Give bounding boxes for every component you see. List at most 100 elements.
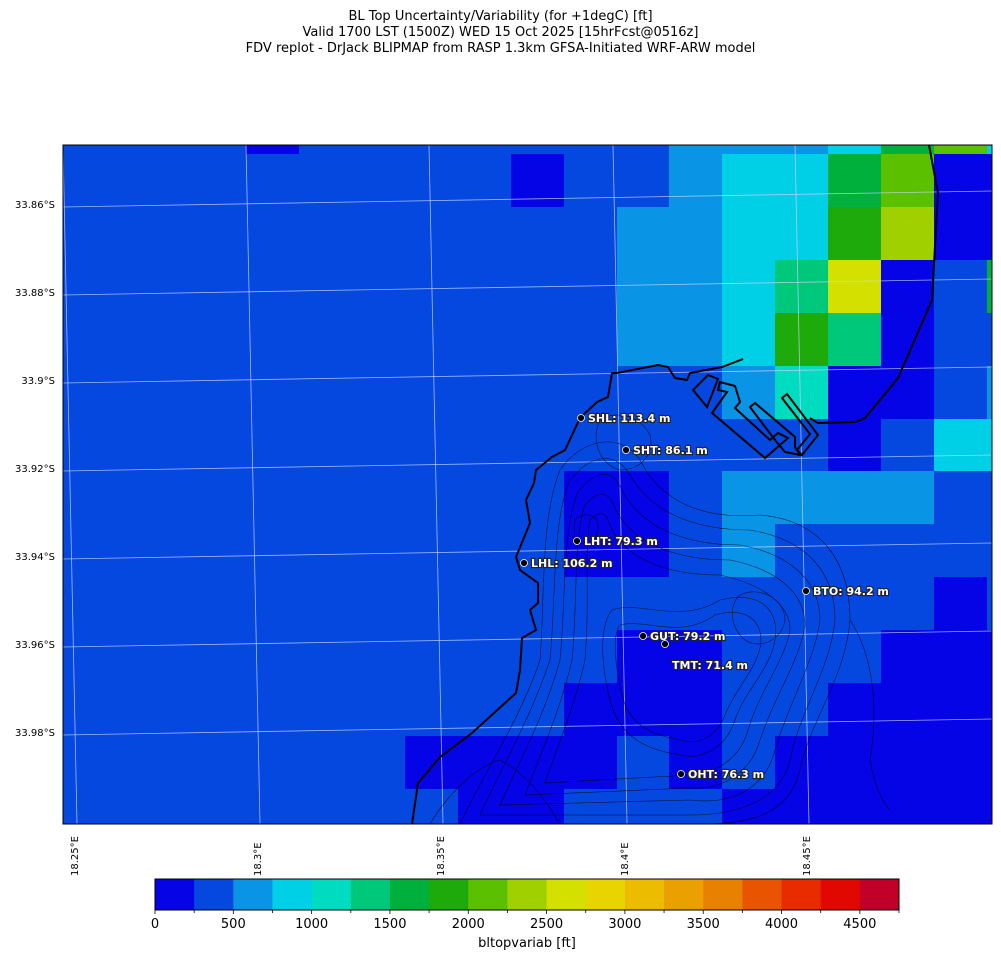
heatmap-cell <box>299 207 353 261</box>
heatmap-cell <box>193 736 247 790</box>
heatmap-cell <box>140 419 194 472</box>
heatmap-cell <box>564 789 618 824</box>
latitude-tick-label: 33.96°S <box>15 640 55 651</box>
heatmap-cell <box>140 683 194 737</box>
heatmap-cell <box>458 471 512 525</box>
heatmap-cell <box>352 419 406 472</box>
colorbar-bin <box>664 879 704 910</box>
heatmap-cell <box>140 471 194 525</box>
heatmap-cell <box>511 419 565 472</box>
heatmap-cell <box>617 260 670 314</box>
graticule <box>63 145 992 824</box>
heatmap-cell <box>299 736 353 790</box>
heatmap-cell <box>193 577 247 631</box>
heatmap-cell <box>669 145 723 155</box>
heatmap-cell <box>63 207 88 261</box>
heatmap-cell <box>617 789 670 824</box>
heatmap-cell <box>352 789 406 824</box>
heatmap-cell <box>617 154 670 208</box>
heatmap-cell <box>193 630 247 684</box>
heatmap-cell <box>881 577 935 631</box>
heatmap-cell <box>140 313 194 367</box>
heatmap-cell <box>193 313 247 367</box>
heatmap-cell <box>299 683 353 737</box>
heatmap-cells <box>63 145 992 824</box>
map-frame <box>62 144 993 825</box>
latitude-gridline <box>63 630 992 648</box>
heatmap-cell <box>775 366 829 420</box>
heatmap-cell <box>511 207 565 261</box>
heatmap-cell <box>87 524 141 578</box>
station-label: LHT: 79.3 m <box>584 535 658 548</box>
station-marker-lht <box>573 537 581 545</box>
heatmap-cell <box>934 683 988 737</box>
latitude-gridline <box>63 454 992 472</box>
latitude-tick-label: 33.92°S <box>15 464 55 475</box>
heatmap-cell <box>458 260 512 314</box>
heatmap-cell <box>140 524 194 578</box>
longitude-tick-label: 18.25°E <box>70 836 81 876</box>
heatmap-cell <box>987 471 992 525</box>
heatmap-cell <box>722 366 776 420</box>
latitude-tick-label: 33.86°S <box>15 200 55 211</box>
heatmap-cell <box>934 471 988 525</box>
heatmap-cell <box>87 577 141 631</box>
heatmap-cell <box>564 145 618 155</box>
heatmap-cell <box>828 207 882 261</box>
heatmap-cell <box>617 366 670 420</box>
heatmap-cell <box>828 577 882 631</box>
colorbar-bin <box>585 879 626 910</box>
heatmap-cell <box>934 313 988 367</box>
heatmap-cell <box>246 313 300 367</box>
heatmap-cell <box>669 207 723 261</box>
heatmap-cell <box>405 154 459 208</box>
heatmap-cell <box>881 471 935 525</box>
colorbar-tick-label: 3500 <box>686 917 720 932</box>
colorbar-bin <box>155 879 195 910</box>
longitude-tick-label: 18.35°E <box>436 836 447 876</box>
heatmap-cell <box>352 471 406 525</box>
heatmap-cell <box>669 313 723 367</box>
colorbar-tick-label: 2000 <box>451 917 485 932</box>
heatmap-cell <box>828 789 882 824</box>
heatmap-cell <box>775 313 829 367</box>
heatmap-cell <box>669 419 723 472</box>
heatmap-cell <box>458 313 512 367</box>
heatmap-cell <box>511 366 565 420</box>
heatmap-cell <box>934 366 988 420</box>
heatmap-cell <box>63 524 88 578</box>
heatmap-cell <box>246 154 300 208</box>
heatmap-cell <box>405 419 459 472</box>
heatmap-cell <box>987 736 992 790</box>
colorbar-tick-label: 1000 <box>295 917 329 932</box>
heatmap-cell <box>140 366 194 420</box>
heatmap-cell <box>193 154 247 208</box>
longitude-gridline <box>245 145 261 824</box>
heatmap-cell <box>775 260 829 314</box>
heatmap-cell <box>669 630 723 684</box>
heatmap-cell <box>352 260 406 314</box>
heatmap-cell <box>722 789 776 824</box>
heatmap-cell <box>722 260 776 314</box>
heatmap-cell <box>87 207 141 261</box>
chart-subtitle-valid-time: Valid 1700 LST (1500Z) WED 15 Oct 2025 [… <box>302 25 699 40</box>
colorbar-bin <box>820 879 861 910</box>
heatmap-cell <box>458 419 512 472</box>
latitude-tick-label: 33.98°S <box>15 728 55 739</box>
heatmap-cell <box>934 789 988 824</box>
heatmap-cell <box>564 260 618 314</box>
colorbar-tick-label: 4500 <box>843 917 877 932</box>
latitude-gridline <box>63 190 992 208</box>
heatmap-cell <box>63 419 88 472</box>
heatmap-cell <box>722 577 776 631</box>
heatmap-cell <box>352 154 406 208</box>
colorbar-bin <box>624 879 665 910</box>
heatmap-cell <box>987 145 992 155</box>
heatmap-cell <box>669 789 723 824</box>
heatmap-cell <box>881 736 935 790</box>
colorbar-bin <box>507 879 547 910</box>
heatmap-cell <box>617 524 670 578</box>
station-marker-oht <box>677 770 685 778</box>
heatmap-cell <box>193 145 247 155</box>
heatmap-cell <box>669 524 723 578</box>
